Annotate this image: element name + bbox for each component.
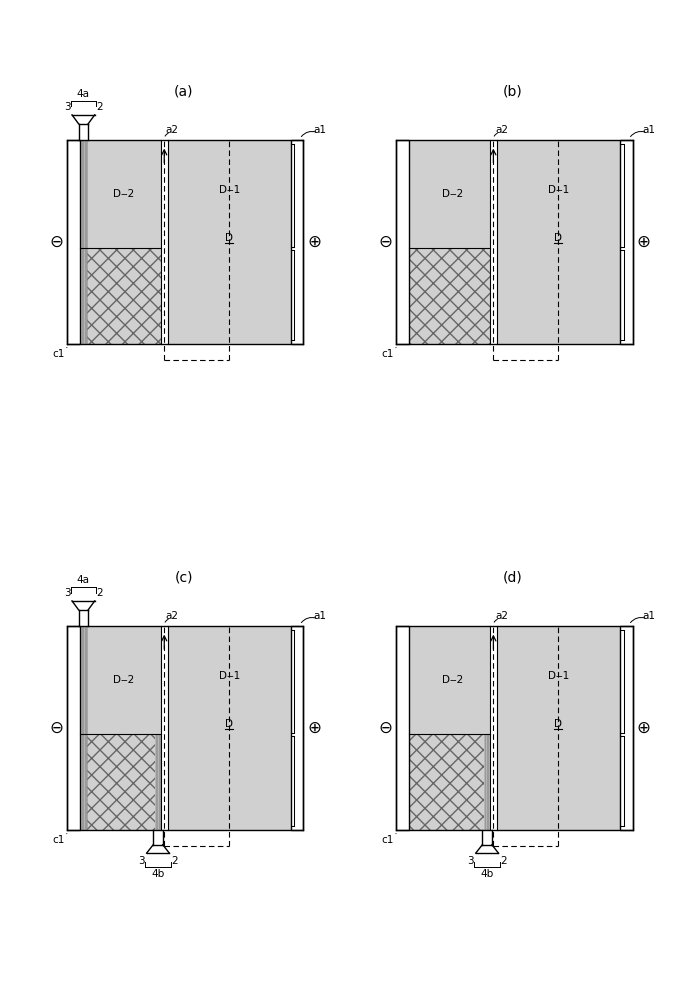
Text: (a): (a) xyxy=(174,85,193,99)
Text: ⊕: ⊕ xyxy=(636,719,650,737)
Bar xyxy=(396,140,408,344)
Text: a2: a2 xyxy=(495,611,508,621)
Bar xyxy=(161,626,167,830)
Text: D‒1: D‒1 xyxy=(548,185,569,195)
Bar xyxy=(80,626,161,734)
Text: a1: a1 xyxy=(313,611,326,621)
Text: ⊕: ⊕ xyxy=(307,233,321,251)
Bar xyxy=(497,626,620,830)
Text: ⊕: ⊕ xyxy=(307,719,321,737)
Bar xyxy=(484,734,490,830)
Text: ⊕: ⊕ xyxy=(636,233,650,251)
Text: 3: 3 xyxy=(139,856,145,866)
Text: c1: c1 xyxy=(381,349,394,359)
Bar xyxy=(80,248,161,344)
Bar xyxy=(80,734,161,830)
Text: D: D xyxy=(554,233,562,243)
Text: (c): (c) xyxy=(175,571,193,585)
Bar xyxy=(67,626,80,830)
Bar xyxy=(80,140,161,248)
Text: 3: 3 xyxy=(468,856,474,866)
Text: 4b: 4b xyxy=(152,869,165,879)
Bar xyxy=(620,140,632,344)
Text: 3: 3 xyxy=(64,102,70,112)
Bar xyxy=(408,734,490,830)
Text: D: D xyxy=(225,233,233,243)
Text: a1: a1 xyxy=(643,611,656,621)
Bar xyxy=(167,626,291,830)
Bar xyxy=(291,140,303,344)
Text: 2: 2 xyxy=(96,588,103,598)
Text: c1: c1 xyxy=(381,835,394,845)
Text: 2: 2 xyxy=(500,856,507,866)
Text: a2: a2 xyxy=(495,125,508,135)
Bar xyxy=(408,140,490,248)
Bar xyxy=(396,626,408,830)
Bar xyxy=(155,734,161,830)
Bar xyxy=(80,140,87,344)
Bar xyxy=(161,140,167,344)
Text: ⊖: ⊖ xyxy=(50,233,64,251)
Text: 3: 3 xyxy=(64,588,70,598)
Text: D‒2: D‒2 xyxy=(113,675,134,685)
Bar xyxy=(408,626,490,734)
Text: D‒1: D‒1 xyxy=(219,185,240,195)
Text: D‒2: D‒2 xyxy=(113,189,134,199)
Text: (d): (d) xyxy=(503,571,522,585)
Text: 4b: 4b xyxy=(480,869,494,879)
Text: D: D xyxy=(554,719,562,729)
Text: a1: a1 xyxy=(643,125,656,135)
Text: (b): (b) xyxy=(503,85,522,99)
Bar xyxy=(490,626,497,830)
Text: a2: a2 xyxy=(166,125,179,135)
Bar xyxy=(408,248,490,344)
Text: a2: a2 xyxy=(166,611,179,621)
Text: D‒1: D‒1 xyxy=(219,671,240,681)
Text: D: D xyxy=(225,719,233,729)
Bar xyxy=(167,140,291,344)
Text: ⊖: ⊖ xyxy=(379,233,393,251)
Text: 2: 2 xyxy=(96,102,103,112)
Text: c1: c1 xyxy=(53,835,65,845)
Bar xyxy=(291,626,303,830)
Text: c1: c1 xyxy=(53,349,65,359)
Text: 4a: 4a xyxy=(77,575,90,585)
Text: a1: a1 xyxy=(313,125,326,135)
Bar xyxy=(67,140,80,344)
Text: 4a: 4a xyxy=(77,89,90,99)
Bar xyxy=(80,626,87,830)
Text: ⊖: ⊖ xyxy=(50,719,64,737)
Text: 2: 2 xyxy=(171,856,178,866)
Text: ⊖: ⊖ xyxy=(379,719,393,737)
Bar xyxy=(490,140,497,344)
Bar xyxy=(497,140,620,344)
Bar xyxy=(620,626,632,830)
Text: D‒2: D‒2 xyxy=(442,189,463,199)
Text: D‒1: D‒1 xyxy=(548,671,569,681)
Text: D‒2: D‒2 xyxy=(442,675,463,685)
